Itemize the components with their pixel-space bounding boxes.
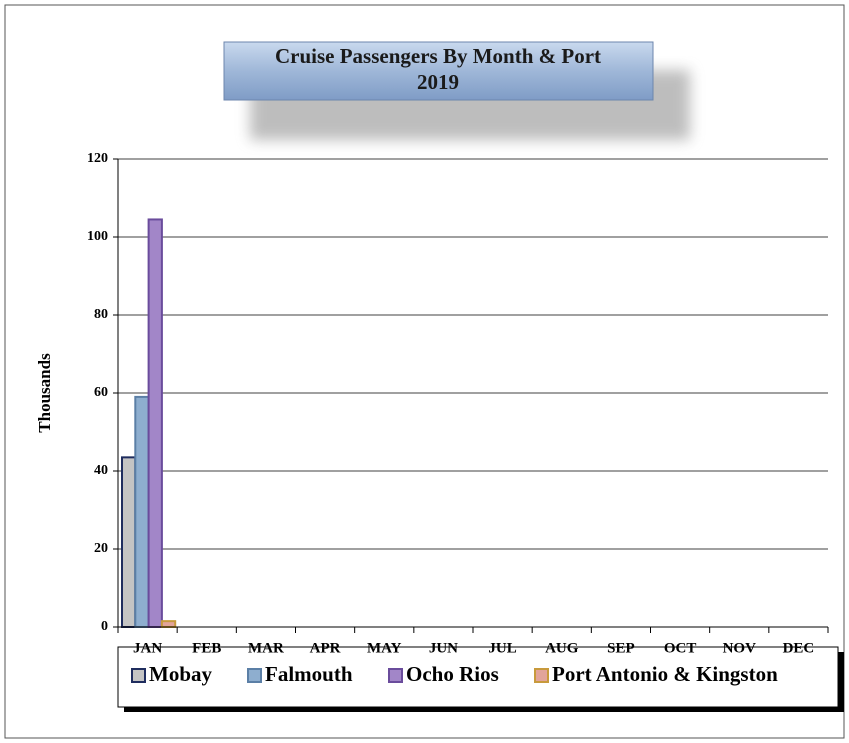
legend-label: Falmouth xyxy=(265,662,353,686)
legend-box xyxy=(117,646,839,708)
y-tick-label: 120 xyxy=(87,151,108,166)
x-tick-label: NOV xyxy=(723,640,757,656)
x-tick-label: FEB xyxy=(192,640,221,656)
x-tick-label: JUL xyxy=(488,640,516,656)
bar xyxy=(121,456,137,628)
y-tick-label: 0 xyxy=(101,619,108,634)
legend-label: Ocho Rios xyxy=(406,662,499,686)
x-tick-label: JAN xyxy=(133,640,162,656)
legend-label: Port Antonio & Kingston xyxy=(552,662,778,686)
x-tick-label: APR xyxy=(310,640,341,656)
bar xyxy=(147,218,163,628)
y-tick-label: 80 xyxy=(94,307,108,322)
legend-swatch xyxy=(388,668,403,683)
bar xyxy=(134,395,150,628)
legend-swatch xyxy=(534,668,549,683)
y-tick-label: 40 xyxy=(94,463,108,478)
x-tick-label: JUN xyxy=(429,640,458,656)
x-tick-label: MAR xyxy=(248,640,284,656)
x-tick-label: SEP xyxy=(607,640,635,656)
x-tick-label: AUG xyxy=(545,640,579,656)
chart-subtitle: 2019 xyxy=(417,70,459,94)
x-tick-label: DEC xyxy=(783,640,815,656)
y-tick-label: 20 xyxy=(94,541,108,556)
bar xyxy=(160,620,177,629)
legend-label: Mobay xyxy=(149,662,213,686)
title-box xyxy=(223,41,654,101)
y-tick-label: 60 xyxy=(94,385,108,400)
chart-title: Cruise Passengers By Month & Port xyxy=(275,44,601,68)
x-tick-label: MAY xyxy=(367,640,402,656)
x-tick-label: OCT xyxy=(664,640,697,656)
y-axis-label: Thousands xyxy=(35,353,54,433)
legend-swatch xyxy=(247,668,262,683)
legend-swatch xyxy=(131,668,146,683)
y-tick-label: 100 xyxy=(87,229,108,244)
